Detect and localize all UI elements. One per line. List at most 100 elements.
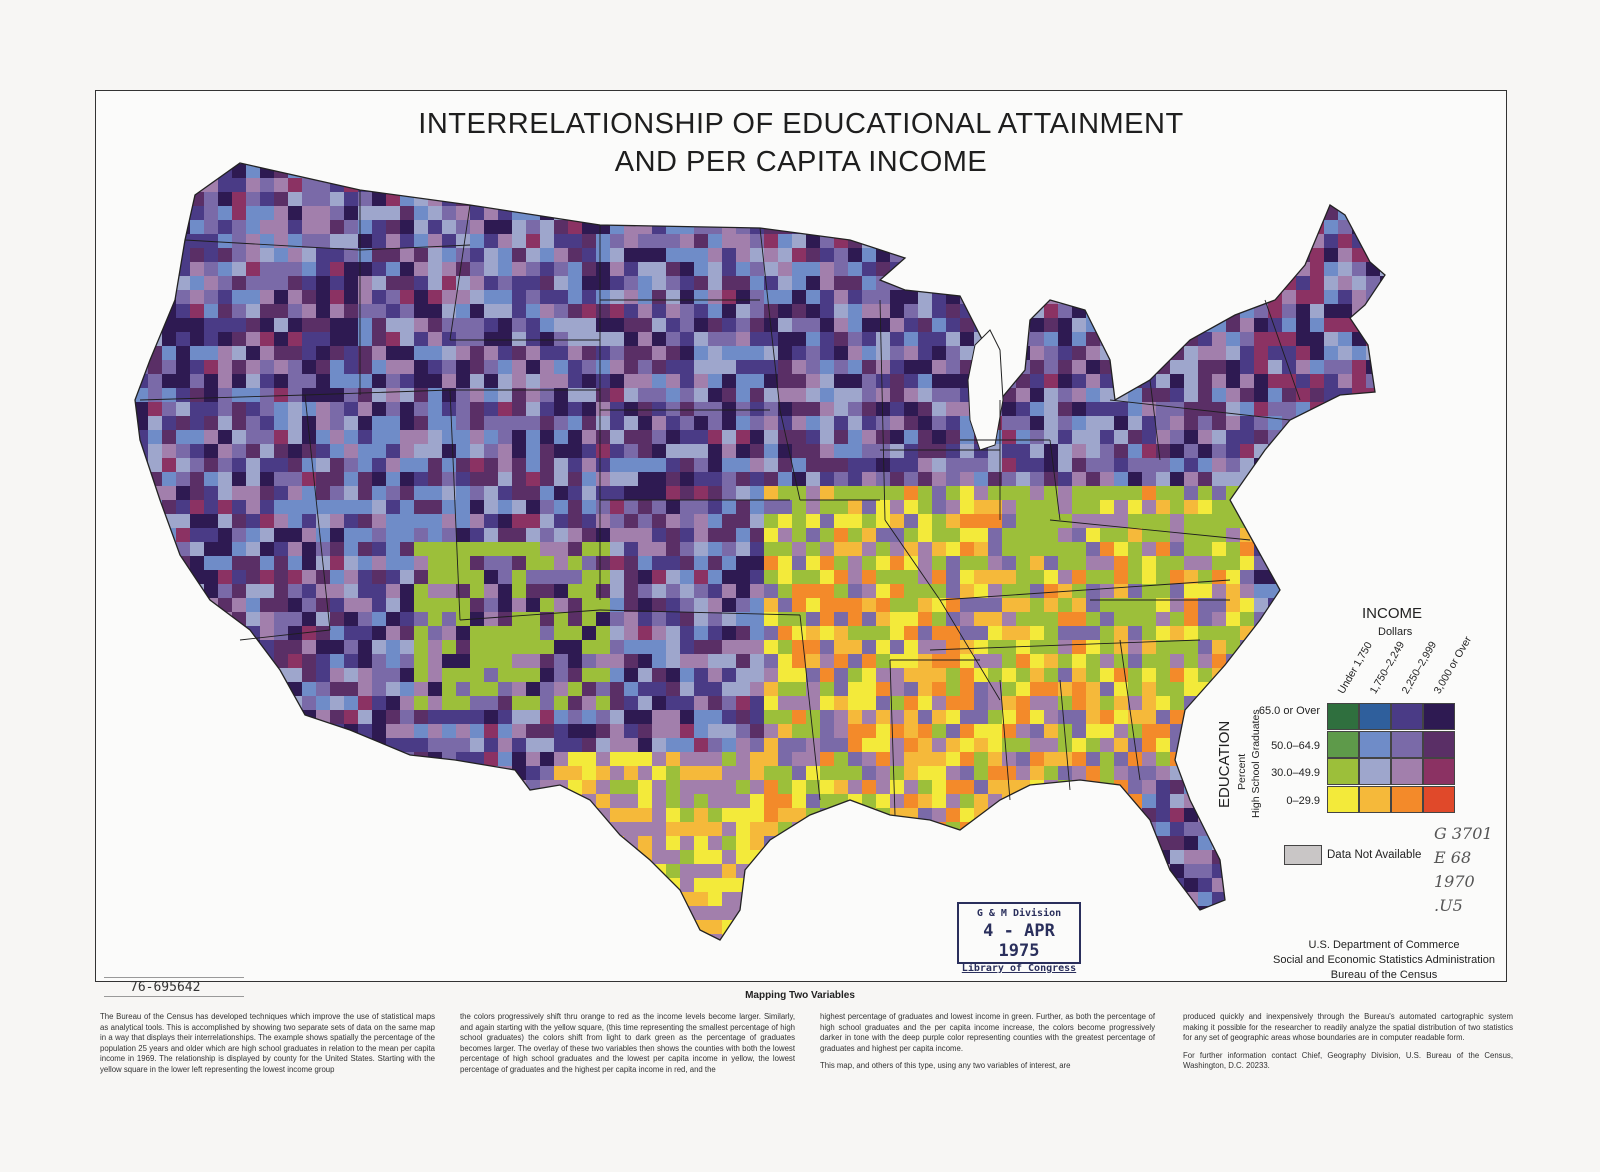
county-cell bbox=[162, 836, 176, 850]
county-cell bbox=[1170, 290, 1191, 304]
county-cell bbox=[1100, 290, 1128, 304]
county-cell bbox=[1310, 822, 1324, 843]
county-cell bbox=[540, 528, 554, 542]
county-cell bbox=[400, 794, 414, 808]
county-cell bbox=[1030, 836, 1044, 850]
county-cell bbox=[1268, 206, 1282, 220]
county-cell bbox=[750, 192, 764, 206]
county-cell bbox=[820, 164, 841, 185]
county-cell bbox=[162, 570, 190, 591]
county-cell bbox=[232, 738, 253, 752]
county-cell bbox=[1352, 584, 1373, 605]
county-cell bbox=[722, 808, 736, 822]
county-cell bbox=[1072, 640, 1086, 654]
county-cell bbox=[1212, 668, 1233, 682]
county-cell bbox=[1366, 164, 1380, 185]
county-cell bbox=[1226, 416, 1240, 430]
county-cell bbox=[1240, 163, 1261, 171]
county-cell bbox=[1310, 752, 1324, 766]
county-cell bbox=[890, 822, 911, 843]
county-cell bbox=[1240, 178, 1254, 192]
county-cell bbox=[554, 163, 568, 164]
county-cell bbox=[456, 276, 470, 290]
county-cell bbox=[1044, 542, 1058, 556]
county-cell bbox=[176, 836, 204, 850]
county-cell bbox=[1352, 472, 1366, 493]
county-cell bbox=[302, 878, 323, 892]
county-cell bbox=[1352, 262, 1366, 276]
county-cell bbox=[974, 682, 988, 696]
county-cell bbox=[834, 220, 862, 234]
county-cell bbox=[1296, 612, 1324, 626]
county-cell bbox=[400, 178, 428, 192]
county-cell bbox=[1128, 864, 1156, 878]
county-cell bbox=[232, 808, 253, 822]
county-cell bbox=[135, 906, 155, 920]
county-cell bbox=[148, 906, 162, 920]
county-cell bbox=[932, 850, 946, 864]
county-cell bbox=[428, 794, 449, 808]
county-cell bbox=[1268, 276, 1282, 290]
county-cell bbox=[1100, 276, 1121, 290]
county-cell bbox=[1142, 206, 1156, 220]
county-cell bbox=[764, 738, 778, 752]
county-cell bbox=[610, 248, 624, 262]
county-cell bbox=[568, 486, 582, 500]
county-cell bbox=[1072, 220, 1086, 234]
county-cell bbox=[484, 822, 498, 843]
county-cell bbox=[1254, 220, 1275, 234]
county-cell bbox=[1296, 192, 1310, 206]
county-cell bbox=[456, 906, 470, 920]
county-cell bbox=[554, 514, 568, 528]
county-cell bbox=[946, 178, 974, 192]
county-cell bbox=[246, 906, 274, 920]
county-cell bbox=[1198, 444, 1212, 458]
county-cell bbox=[1072, 164, 1086, 178]
county-cell bbox=[330, 850, 344, 864]
county-cell bbox=[344, 808, 372, 822]
county-cell bbox=[135, 766, 155, 780]
county-cell bbox=[1184, 416, 1198, 430]
county-cell bbox=[386, 892, 400, 906]
county-cell bbox=[1086, 206, 1114, 220]
county-cell bbox=[1338, 416, 1359, 430]
county-cell bbox=[1212, 878, 1240, 892]
county-cell bbox=[1086, 332, 1100, 346]
county-cell bbox=[1072, 654, 1086, 668]
county-cell bbox=[722, 500, 736, 514]
county-cell bbox=[498, 290, 512, 304]
county-cell bbox=[666, 570, 680, 584]
county-cell bbox=[1394, 836, 1415, 850]
county-cell bbox=[1212, 220, 1240, 241]
county-cell bbox=[582, 163, 596, 171]
county-cell bbox=[540, 850, 554, 871]
county-cell bbox=[358, 780, 379, 794]
county-cell bbox=[148, 542, 162, 556]
county-cell bbox=[176, 164, 190, 185]
county-cell bbox=[1170, 710, 1191, 724]
county-cell bbox=[260, 192, 274, 206]
county-cell bbox=[1128, 304, 1149, 325]
county-cell bbox=[1380, 864, 1385, 885]
county-cell bbox=[834, 500, 848, 514]
county-cell bbox=[1072, 542, 1086, 556]
county-cell bbox=[526, 192, 554, 206]
county-cell bbox=[708, 163, 736, 164]
county-cell bbox=[135, 598, 148, 612]
county-cell bbox=[1380, 472, 1385, 486]
county-cell bbox=[1016, 808, 1030, 829]
county-cell bbox=[1394, 220, 1415, 234]
county-cell bbox=[1086, 276, 1114, 290]
county-cell bbox=[904, 486, 918, 500]
county-cell bbox=[1226, 276, 1247, 297]
county-cell bbox=[1296, 556, 1317, 570]
county-cell bbox=[135, 206, 155, 220]
county-cell bbox=[1086, 836, 1107, 850]
county-cell bbox=[344, 738, 372, 752]
county-cell bbox=[960, 206, 974, 220]
county-cell bbox=[428, 906, 449, 920]
county-cell bbox=[1156, 262, 1184, 283]
county-cell bbox=[442, 332, 456, 346]
county-cell bbox=[274, 710, 288, 724]
county-cell bbox=[680, 163, 701, 164]
